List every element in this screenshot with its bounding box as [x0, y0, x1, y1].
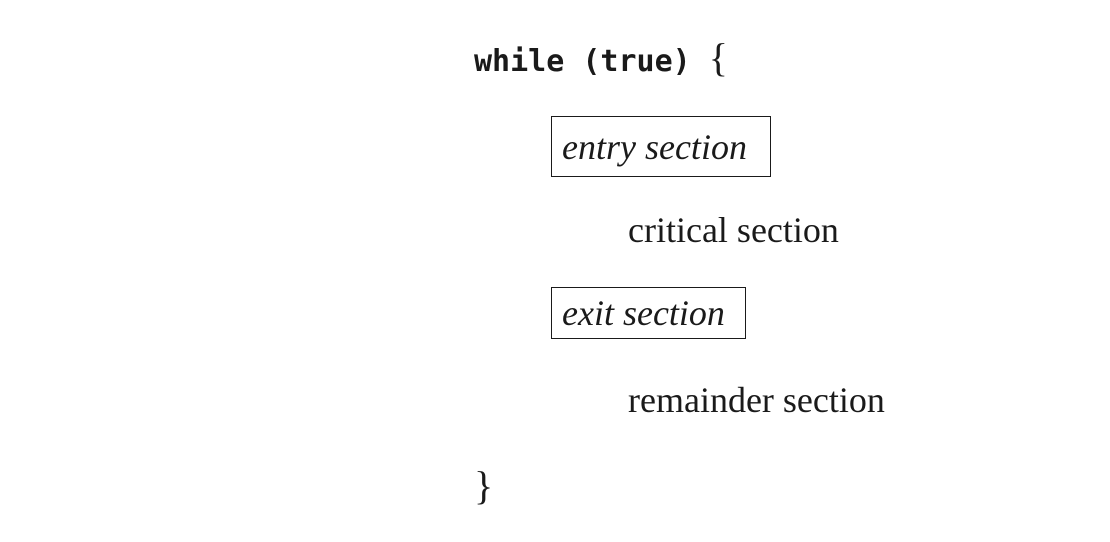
while-true-code: while (true)	[474, 44, 691, 79]
entry-section-box: entry section	[551, 116, 771, 177]
entry-section-label: entry section	[562, 126, 747, 167]
critical-section-label: critical section	[628, 210, 839, 250]
exit-section-label: exit section	[562, 293, 725, 333]
exit-section-box: exit section	[551, 287, 746, 339]
close-brace: }	[474, 463, 494, 508]
open-brace: {	[708, 35, 728, 80]
while-loop-header: while (true) {	[474, 38, 728, 78]
remainder-section-label: remainder section	[628, 380, 885, 420]
